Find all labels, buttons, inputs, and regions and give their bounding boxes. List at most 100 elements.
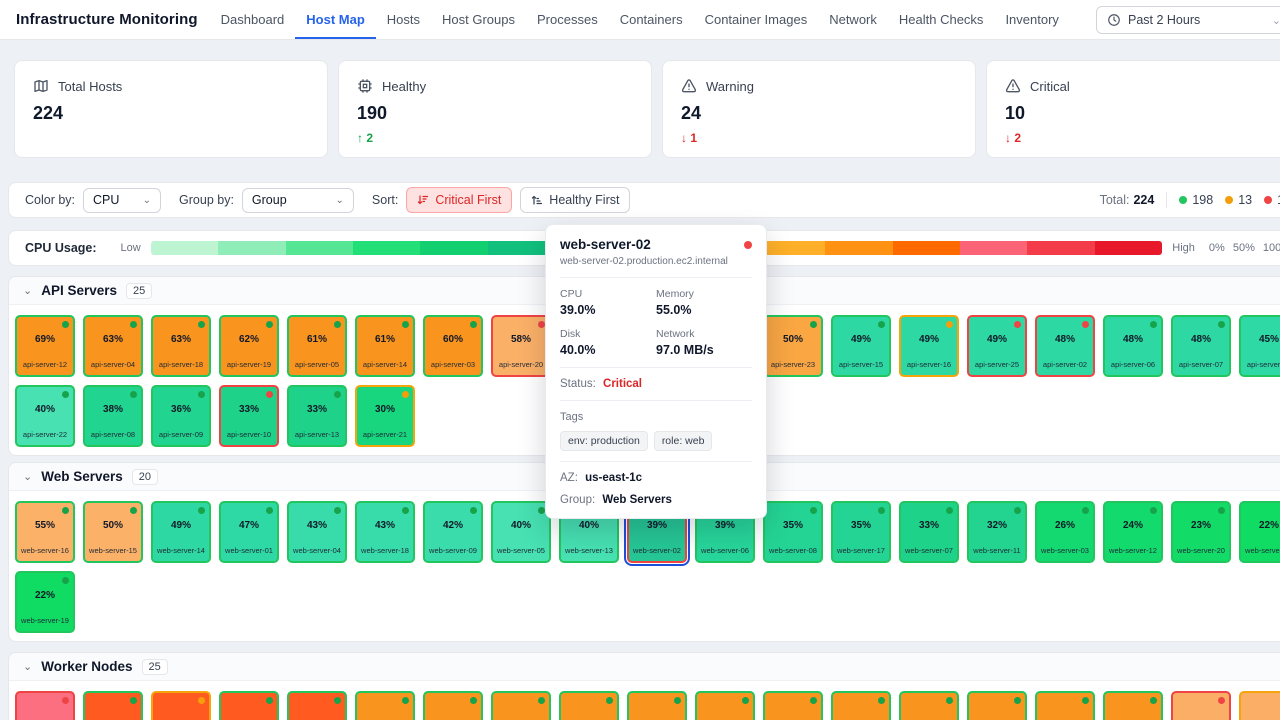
- status-dot-icon: [470, 507, 477, 514]
- legend-counts: 198 13 13: [1179, 193, 1280, 207]
- host-tile-api-server-23[interactable]: 50% api-server-23: [763, 315, 823, 377]
- host-tile-api-server-14[interactable]: 61% api-server-14: [355, 315, 415, 377]
- host-cpu-percent: 49%: [170, 520, 191, 531]
- host-tile[interactable]: [763, 691, 823, 720]
- host-tile[interactable]: [151, 691, 211, 720]
- host-tile-api-server-10[interactable]: 33% api-server-10: [219, 385, 279, 447]
- status-dot-icon: [266, 391, 273, 398]
- host-tile[interactable]: [967, 691, 1027, 720]
- host-tile-api-server-02[interactable]: 48% api-server-02: [1035, 315, 1095, 377]
- legend-count-value: 13: [1277, 193, 1280, 207]
- nav-item-container-images[interactable]: Container Images: [704, 12, 808, 27]
- host-tile-web-server-05[interactable]: 40% web-server-05: [491, 501, 551, 563]
- host-tile-api-server-04[interactable]: 63% api-server-04: [83, 315, 143, 377]
- host-tile[interactable]: [1239, 691, 1280, 720]
- host-tile-api-server-18[interactable]: 63% api-server-18: [151, 315, 211, 377]
- host-tile-api-server-06[interactable]: 48% api-server-06: [1103, 315, 1163, 377]
- host-tile-api-server-25[interactable]: 49% api-server-25: [967, 315, 1027, 377]
- host-tile[interactable]: [695, 691, 755, 720]
- host-tile[interactable]: [219, 691, 279, 720]
- host-tile-web-server-11[interactable]: 32% web-server-11: [967, 501, 1027, 563]
- host-tile[interactable]: [831, 691, 891, 720]
- nav-item-dashboard[interactable]: Dashboard: [220, 12, 285, 27]
- gradient-segment: [150, 241, 219, 255]
- host-tile-api-server-15[interactable]: 49% api-server-15: [831, 315, 891, 377]
- host-tile-api-server-08[interactable]: 38% api-server-08: [83, 385, 143, 447]
- critical-status-dot: [744, 241, 752, 249]
- host-tile[interactable]: [1103, 691, 1163, 720]
- metric-value: 55.0%: [656, 303, 692, 317]
- host-tile[interactable]: [423, 691, 483, 720]
- section-header-worker-nodes[interactable]: ⌄ Worker Nodes 25: [9, 653, 1280, 681]
- nav-item-network[interactable]: Network: [829, 12, 877, 27]
- host-tile-web-server-18[interactable]: 43% web-server-18: [355, 501, 415, 563]
- metric-value: 97.0 MB/s: [656, 343, 714, 357]
- host-tile-api-server-05[interactable]: 61% api-server-05: [287, 315, 347, 377]
- status-dot-icon: [62, 697, 69, 704]
- host-name: api-server-15: [838, 360, 884, 369]
- host-tile-api-server-20[interactable]: 58% api-server-20: [491, 315, 551, 377]
- host-tile-web-server-01[interactable]: 47% web-server-01: [219, 501, 279, 563]
- host-tile-api-server-09[interactable]: 36% api-server-09: [151, 385, 211, 447]
- host-tile-web-server-07[interactable]: 33% web-server-07: [899, 501, 959, 563]
- host-cpu-percent: 33%: [918, 520, 939, 531]
- host-tile-web-server-09[interactable]: 42% web-server-09: [423, 501, 483, 563]
- nav-item-host-groups[interactable]: Host Groups: [442, 12, 515, 27]
- status-dot-icon: [1082, 321, 1089, 328]
- host-tile-api-server-22[interactable]: 40% api-server-22: [15, 385, 75, 447]
- nav-item-processes[interactable]: Processes: [537, 12, 598, 27]
- host-tile-web-server-12[interactable]: 24% web-server-12: [1103, 501, 1163, 563]
- tooltip-group-label: Group:: [560, 494, 596, 506]
- host-tile-web-server-08[interactable]: 35% web-server-08: [763, 501, 823, 563]
- host-tile-web-server-04[interactable]: 43% web-server-04: [287, 501, 347, 563]
- sort-critical-first-button[interactable]: Critical First: [406, 187, 513, 213]
- host-tile-web-server-15[interactable]: 50% web-server-15: [83, 501, 143, 563]
- host-tile-api-server-03[interactable]: 60% api-server-03: [423, 315, 483, 377]
- host-tile[interactable]: [355, 691, 415, 720]
- status-dot-icon: [878, 507, 885, 514]
- host-tile-web-server-20[interactable]: 23% web-server-20: [1171, 501, 1231, 563]
- tooltip-host-name: web-server-02: [560, 237, 651, 252]
- host-tile-web-server-16[interactable]: 55% web-server-16: [15, 501, 75, 563]
- host-tile-api-server-16[interactable]: 49% api-server-16: [899, 315, 959, 377]
- host-tile-api-server-12[interactable]: 69% api-server-12: [15, 315, 75, 377]
- nav-item-health-checks[interactable]: Health Checks: [898, 12, 984, 27]
- status-dot-icon: [1082, 697, 1089, 704]
- color-by-select[interactable]: CPU ⌄: [83, 187, 162, 213]
- map-icon: [33, 78, 49, 94]
- time-range-select[interactable]: Past 2 Hours ⌄: [1096, 6, 1280, 34]
- host-tile-web-server-10[interactable]: 22% web-server-10: [1239, 501, 1280, 563]
- nav-item-containers[interactable]: Containers: [619, 12, 683, 27]
- section-count-badge: 20: [131, 468, 159, 485]
- status-dot-icon: [1150, 321, 1157, 328]
- host-tile[interactable]: [559, 691, 619, 720]
- host-tile-web-server-17[interactable]: 35% web-server-17: [831, 501, 891, 563]
- host-tile-api-server-19[interactable]: 62% api-server-19: [219, 315, 279, 377]
- status-dot-icon: [946, 697, 953, 704]
- host-tile-api-server-24[interactable]: 45% api-server-24: [1239, 315, 1280, 377]
- status-dot-icon: [402, 507, 409, 514]
- host-name: api-server-22: [22, 430, 68, 439]
- host-tile[interactable]: [899, 691, 959, 720]
- nav-item-inventory[interactable]: Inventory: [1005, 12, 1059, 27]
- host-tile[interactable]: [1035, 691, 1095, 720]
- sort-healthy-first-button[interactable]: Healthy First: [520, 187, 631, 213]
- host-tile[interactable]: [15, 691, 75, 720]
- host-tile-web-server-14[interactable]: 49% web-server-14: [151, 501, 211, 563]
- host-cpu-percent: 62%: [238, 334, 259, 345]
- host-tile[interactable]: [287, 691, 347, 720]
- status-dot-icon: [62, 321, 69, 328]
- host-tile[interactable]: [491, 691, 551, 720]
- host-tile-web-server-03[interactable]: 26% web-server-03: [1035, 501, 1095, 563]
- host-tile[interactable]: [627, 691, 687, 720]
- group-by-select[interactable]: Group ⌄: [241, 187, 354, 213]
- nav-item-host-map[interactable]: Host Map: [295, 0, 376, 39]
- host-name: web-server-02: [633, 546, 681, 555]
- host-tile-api-server-21[interactable]: 30% api-server-21: [355, 385, 415, 447]
- host-tile-web-server-19[interactable]: 22% web-server-19: [15, 571, 75, 633]
- host-tile-api-server-13[interactable]: 33% api-server-13: [287, 385, 347, 447]
- nav-item-hosts[interactable]: Hosts: [386, 12, 421, 27]
- host-tile-api-server-07[interactable]: 48% api-server-07: [1171, 315, 1231, 377]
- host-tile[interactable]: [1171, 691, 1231, 720]
- host-tile[interactable]: [83, 691, 143, 720]
